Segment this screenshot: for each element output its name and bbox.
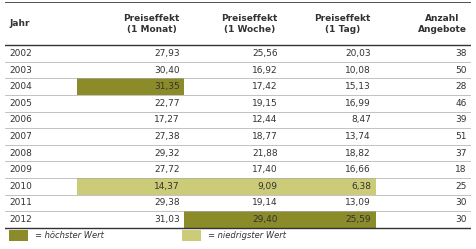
Text: 18,82: 18,82 (345, 149, 371, 158)
Text: 2002: 2002 (10, 49, 32, 58)
Text: 27,38: 27,38 (154, 132, 180, 141)
Text: 2010: 2010 (10, 182, 32, 191)
Text: 31,35: 31,35 (154, 82, 180, 91)
Text: 6,38: 6,38 (351, 182, 371, 191)
Bar (184, 178, 282, 194)
Text: 51: 51 (455, 132, 466, 141)
Text: 12,44: 12,44 (252, 115, 278, 124)
Text: 14,37: 14,37 (154, 182, 180, 191)
Bar (10, 230, 28, 241)
Bar (184, 211, 282, 228)
Text: 2004: 2004 (10, 82, 32, 91)
Text: 2012: 2012 (10, 215, 32, 224)
Text: Preiseffekt
(1 Monat): Preiseffekt (1 Monat) (123, 14, 180, 34)
Text: 18: 18 (455, 165, 466, 174)
Text: 30: 30 (455, 198, 466, 207)
Text: 27,93: 27,93 (154, 49, 180, 58)
Text: 30: 30 (455, 215, 466, 224)
Text: 2007: 2007 (10, 132, 32, 141)
Text: 25,56: 25,56 (252, 49, 278, 58)
Text: 20,03: 20,03 (345, 49, 371, 58)
Text: 18,77: 18,77 (252, 132, 278, 141)
Text: 19,14: 19,14 (252, 198, 278, 207)
Text: 30,40: 30,40 (154, 65, 180, 75)
Text: Preiseffekt
(1 Tag): Preiseffekt (1 Tag) (315, 14, 371, 34)
Text: 8,47: 8,47 (351, 115, 371, 124)
Text: 17,27: 17,27 (154, 115, 180, 124)
Text: 2009: 2009 (10, 165, 32, 174)
Text: 2011: 2011 (10, 198, 32, 207)
Text: = höchster Wert: = höchster Wert (35, 231, 104, 240)
Text: 2003: 2003 (10, 65, 32, 75)
Text: 16,66: 16,66 (345, 165, 371, 174)
Text: 21,88: 21,88 (252, 149, 278, 158)
Text: Jahr: Jahr (10, 19, 30, 28)
Text: 37: 37 (455, 149, 466, 158)
Text: 29,38: 29,38 (154, 198, 180, 207)
Text: 31,03: 31,03 (154, 215, 180, 224)
Text: 39: 39 (455, 115, 466, 124)
Text: 16,99: 16,99 (345, 99, 371, 108)
Text: 13,09: 13,09 (345, 198, 371, 207)
Text: 22,77: 22,77 (154, 99, 180, 108)
Text: 19,15: 19,15 (252, 99, 278, 108)
Text: 28: 28 (455, 82, 466, 91)
Bar (282, 211, 376, 228)
Text: 13,74: 13,74 (345, 132, 371, 141)
Text: 15,13: 15,13 (345, 82, 371, 91)
Text: = niedrigster Wert: = niedrigster Wert (208, 231, 286, 240)
Text: 9,09: 9,09 (258, 182, 278, 191)
Text: 29,40: 29,40 (252, 215, 278, 224)
Text: 25: 25 (455, 182, 466, 191)
Bar (182, 230, 201, 241)
Text: 2006: 2006 (10, 115, 32, 124)
Bar (77, 78, 184, 95)
Text: 2008: 2008 (10, 149, 32, 158)
Text: 38: 38 (455, 49, 466, 58)
Text: 2005: 2005 (10, 99, 32, 108)
Text: 29,32: 29,32 (154, 149, 180, 158)
Text: 25,59: 25,59 (345, 215, 371, 224)
Bar (282, 178, 376, 194)
Text: 16,92: 16,92 (252, 65, 278, 75)
Text: 27,72: 27,72 (154, 165, 180, 174)
Bar (77, 178, 184, 194)
Text: 17,42: 17,42 (252, 82, 278, 91)
Text: 50: 50 (455, 65, 466, 75)
Text: 17,40: 17,40 (252, 165, 278, 174)
Text: Anzahl
Angebote: Anzahl Angebote (417, 14, 466, 34)
Text: 10,08: 10,08 (345, 65, 371, 75)
Text: Preiseffekt
(1 Woche): Preiseffekt (1 Woche) (221, 14, 278, 34)
Text: 46: 46 (455, 99, 466, 108)
